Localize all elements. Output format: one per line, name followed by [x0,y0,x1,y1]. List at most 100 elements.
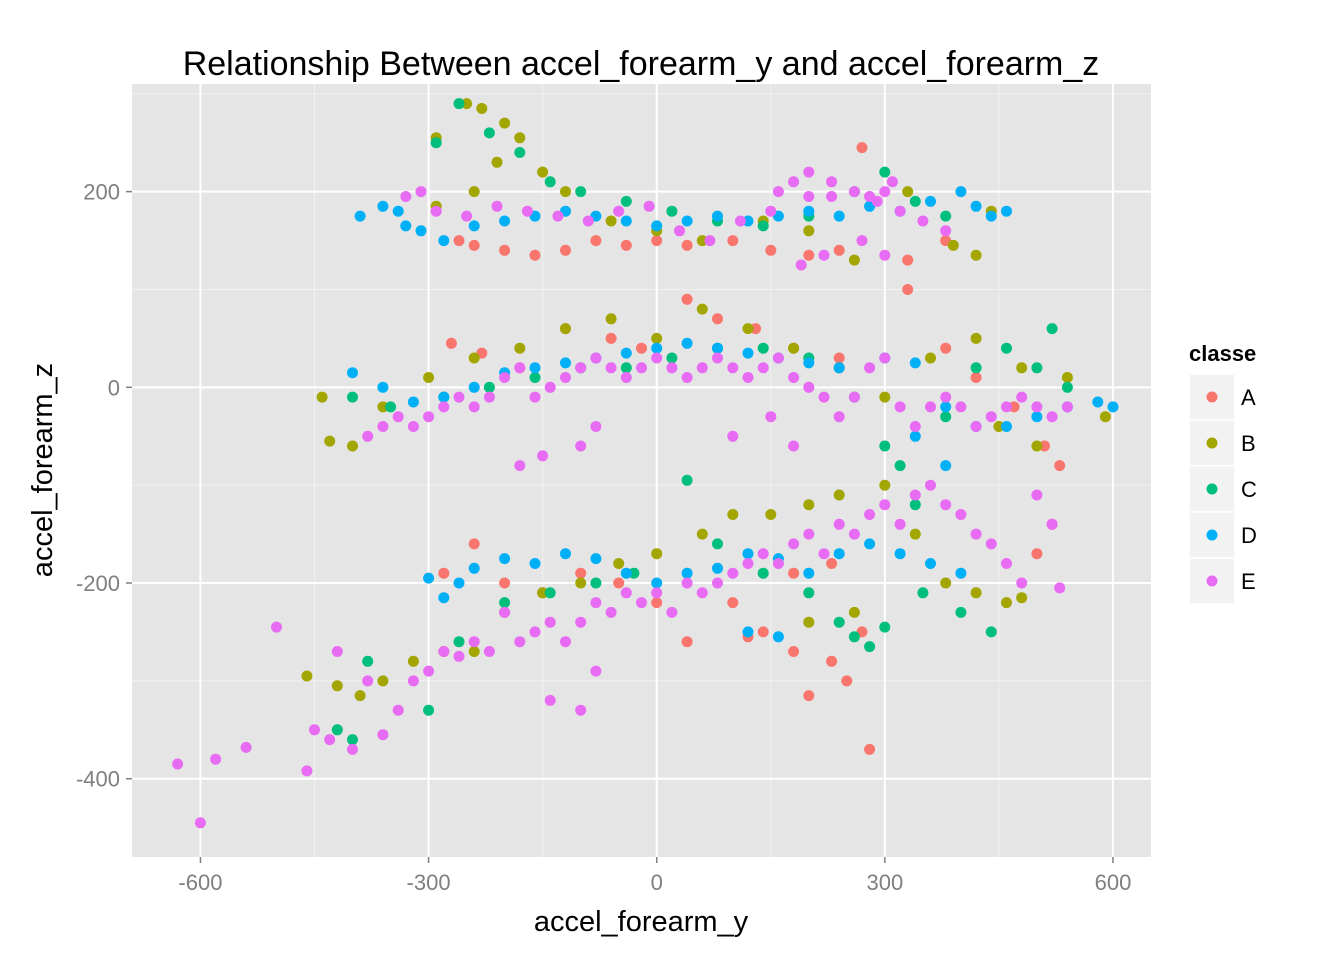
data-point [772,186,784,198]
data-point [902,186,914,198]
data-point [491,156,503,168]
data-point [757,626,769,638]
data-point [742,626,754,638]
data-point [826,191,838,202]
data-point [453,235,465,247]
data-point [712,342,723,354]
data-point [347,367,358,379]
data-point [613,558,625,569]
data-point [453,98,465,110]
data-point [1031,362,1043,374]
y-tick-label: -400 [76,767,120,792]
data-point [864,509,876,520]
data-point [1001,597,1012,609]
data-point [1054,460,1066,472]
data-point [772,352,784,364]
data-point [423,572,435,584]
data-point [864,743,876,755]
x-tick-label: -300 [407,870,451,895]
data-point [575,186,587,198]
data-point [377,401,389,413]
data-point [651,352,663,364]
data-point [803,249,815,261]
data-point [514,147,526,158]
data-point [788,538,800,550]
data-point [529,558,541,569]
data-point [423,665,435,677]
data-point [818,249,830,261]
data-point [529,372,541,383]
data-point [803,205,815,217]
data-point [430,205,442,217]
data-point [514,132,526,144]
data-point [970,587,982,599]
data-point [354,210,366,222]
data-point [377,729,389,741]
data-point [651,332,663,344]
data-point [970,200,982,212]
data-point [856,142,868,154]
data-point [886,176,898,188]
grid-lines [132,84,1151,857]
data-point [803,357,815,369]
data-point [1092,396,1104,408]
data-point [438,391,450,403]
data-point [864,538,876,550]
data-point [879,186,891,198]
data-point [560,357,571,369]
data-point [970,372,982,383]
data-point [1046,323,1058,335]
data-point [765,509,777,520]
data-point [552,210,564,222]
data-point [1031,489,1043,501]
data-point [453,650,465,662]
data-point [1107,401,1119,413]
data-point [727,509,739,520]
data-point [620,567,632,579]
data-point [970,249,982,261]
data-point [301,765,313,777]
data-point [742,372,754,383]
data-point [750,323,762,335]
data-point [377,675,389,687]
data-point [453,636,465,648]
data-point [1001,205,1012,217]
data-point [377,421,389,432]
data-point [727,597,739,609]
data-point [1031,411,1043,423]
data-point [476,103,488,114]
legend-item-C: C [1188,465,1257,513]
data-point [407,421,419,432]
data-point [651,577,663,589]
data-point [734,215,746,227]
data-point [613,205,625,217]
data-point [1046,518,1058,530]
data-point [712,577,723,589]
data-point [620,347,632,359]
data-point [833,548,845,560]
data-point [803,499,815,511]
data-point [560,244,571,256]
data-point [681,215,693,227]
data-point [514,460,526,472]
data-point [818,391,830,403]
data-point [909,421,921,432]
data-point [696,303,708,315]
data-point [894,460,906,472]
data-point [529,391,541,403]
data-point [529,362,541,374]
data-point [681,293,693,305]
data-point [483,646,495,657]
data-point [529,626,541,638]
legend-label: D [1241,523,1257,548]
data-point [833,244,845,256]
data-point [560,323,571,335]
x-tick-label: 300 [866,870,903,895]
plot-panel [132,84,1151,857]
data-point [955,186,967,198]
data-point [468,352,480,364]
data-point [316,391,328,403]
data-point [666,352,678,364]
data-point [909,357,921,369]
